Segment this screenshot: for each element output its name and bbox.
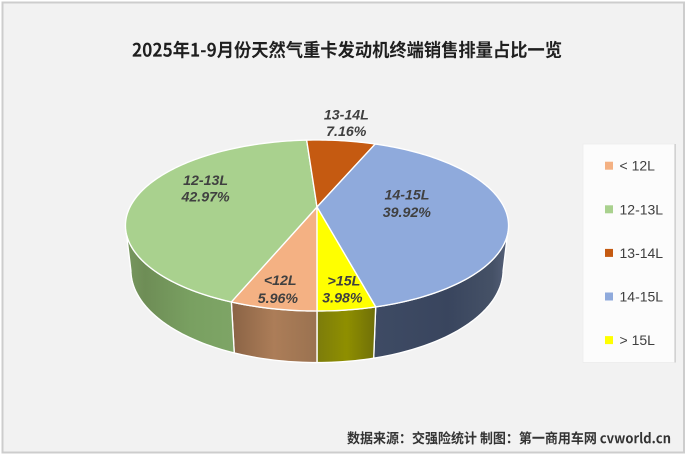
svg-text:3.98%: 3.98% — [322, 291, 363, 307]
svg-text:13-14L: 13-14L — [620, 245, 664, 261]
svg-text:12-13L: 12-13L — [620, 201, 664, 217]
svg-text:42.97%: 42.97% — [181, 189, 231, 205]
svg-text:> 15L: > 15L — [620, 332, 656, 348]
svg-text:12-13L: 12-13L — [183, 173, 228, 189]
svg-text:<12L: <12L — [264, 273, 297, 289]
svg-text:7.16%: 7.16% — [326, 124, 367, 140]
svg-text:13-14L: 13-14L — [324, 108, 369, 124]
svg-text:5.96%: 5.96% — [258, 291, 299, 307]
svg-text:14-15L: 14-15L — [385, 187, 430, 203]
svg-text:>15L: >15L — [328, 274, 361, 290]
svg-text:39.92%: 39.92% — [383, 205, 432, 221]
svg-text:14-15L: 14-15L — [620, 289, 664, 305]
svg-text:< 12L: < 12L — [620, 158, 656, 174]
